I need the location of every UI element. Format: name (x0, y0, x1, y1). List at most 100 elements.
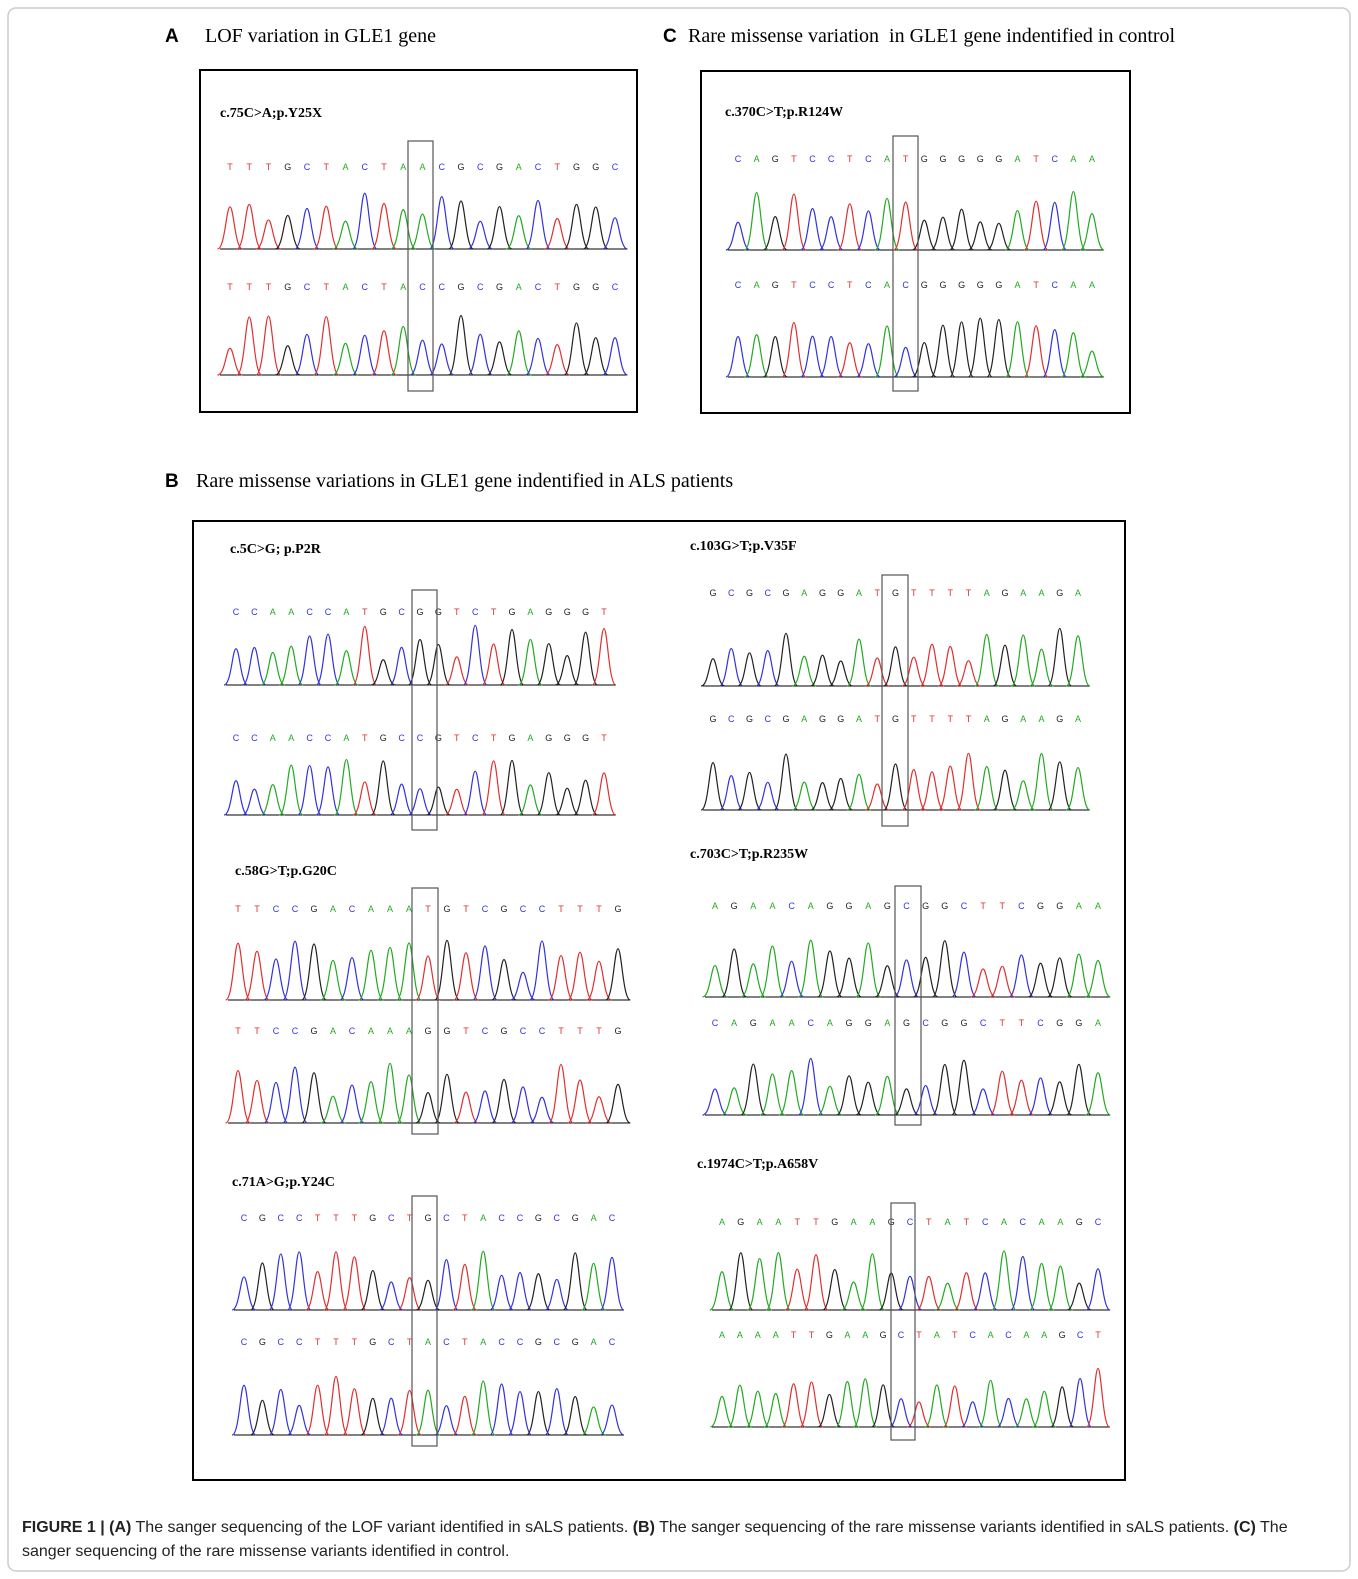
peak (217, 207, 242, 249)
peak (719, 649, 743, 686)
base-sequence: AGAACAGGAGCGGCTTCGGAA (712, 901, 1101, 911)
peak (1028, 963, 1053, 997)
peak (1015, 1399, 1038, 1427)
peak (703, 966, 728, 997)
peak (353, 627, 377, 685)
peak (302, 1073, 327, 1123)
peak (379, 1398, 403, 1435)
peak (792, 656, 816, 686)
peak (352, 335, 377, 375)
peak (745, 335, 769, 377)
variant-highlight (412, 590, 437, 830)
peak (782, 1384, 805, 1427)
peak (975, 767, 999, 810)
peak (508, 1273, 532, 1310)
caption: FIGURE 1 | (A) The sanger sequencing of … (22, 1516, 1337, 1564)
peak (416, 1390, 440, 1435)
peak (398, 1278, 422, 1310)
peak (836, 1381, 859, 1427)
peak (764, 1394, 787, 1427)
peak (1086, 1368, 1109, 1427)
peak (1080, 214, 1104, 250)
peak (568, 1080, 593, 1123)
peak (819, 217, 843, 250)
section-label: A (165, 26, 179, 47)
peak (860, 1254, 884, 1310)
peak (907, 1402, 930, 1427)
peak (913, 1086, 938, 1115)
peak (779, 1071, 804, 1115)
peak (987, 223, 1011, 250)
peak (1066, 636, 1090, 686)
peak (537, 773, 561, 815)
peak (508, 1392, 532, 1435)
base-sequence: CAGTCCTCATGGGGGATCAA (735, 154, 1095, 164)
peak (1067, 1283, 1091, 1310)
peak (500, 629, 524, 685)
peak (935, 1283, 959, 1310)
peak (798, 1058, 823, 1115)
peak (841, 1282, 865, 1310)
variant-highlight (891, 1203, 915, 1440)
peak (526, 1392, 550, 1435)
peak (454, 1092, 479, 1123)
section-title: Rare missense variation in GLE1 gene ind… (688, 25, 1176, 47)
peak (232, 1277, 256, 1310)
peak (256, 220, 281, 249)
peak (997, 1399, 1020, 1427)
peak (829, 661, 853, 686)
base-sequence: CCAACCATGCCGTCTGAGGGT (233, 733, 608, 743)
peak (1086, 960, 1111, 997)
peak (703, 1089, 728, 1115)
peak (819, 337, 843, 377)
peak (1005, 322, 1029, 377)
peak (359, 950, 384, 1000)
peak (1080, 351, 1104, 377)
base-sequence: TTTGCTACTAACGCGACTGGC (227, 162, 619, 172)
peak (1061, 333, 1085, 377)
peak (410, 340, 435, 375)
peak (856, 1082, 881, 1115)
peak (1048, 1266, 1072, 1310)
peak (563, 1397, 587, 1435)
peak (993, 645, 1017, 686)
peak (506, 216, 531, 249)
variant-name: c.71A>G;p.Y24C (232, 1175, 335, 1190)
peak (359, 1082, 384, 1123)
peak (894, 202, 918, 250)
peak (321, 1096, 346, 1123)
peak (800, 336, 824, 377)
caption-run: (B) (633, 1519, 655, 1536)
variant-highlight (895, 886, 921, 1125)
peak (875, 326, 899, 377)
peak (811, 655, 835, 686)
peak (316, 767, 340, 815)
peak (990, 966, 1015, 997)
peak (279, 646, 303, 685)
peak (1028, 1078, 1053, 1115)
peak (568, 952, 593, 1000)
peak (1011, 1256, 1035, 1310)
peak (256, 316, 281, 375)
peak (468, 334, 493, 375)
peak (434, 1260, 458, 1310)
peak (600, 1405, 624, 1435)
section-label: C (663, 26, 677, 47)
peak (224, 781, 248, 815)
peak (492, 960, 517, 1000)
peak (798, 940, 823, 997)
peak (526, 1274, 550, 1310)
peak (518, 785, 542, 815)
peak (416, 956, 441, 1000)
peak (564, 204, 589, 249)
variant-highlight (412, 888, 438, 1134)
peak (785, 1269, 809, 1310)
peak (741, 964, 766, 997)
peak (279, 765, 303, 815)
peak (316, 634, 340, 685)
peak (992, 1251, 1016, 1310)
peak (1068, 1379, 1091, 1427)
peak (745, 193, 769, 250)
peak (416, 1093, 441, 1123)
peak (242, 647, 266, 685)
